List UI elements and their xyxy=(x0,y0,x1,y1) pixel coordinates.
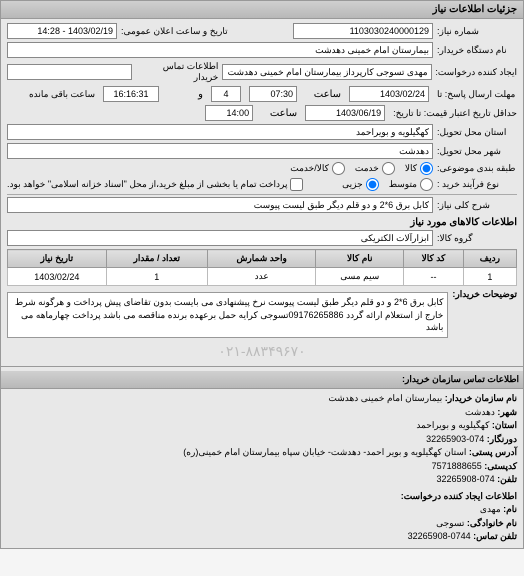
col-name: نام کالا xyxy=(316,250,404,268)
explain-box: کابل برق 6*2 و دو قلم دیگر طبق لیست پیوس… xyxy=(7,292,448,338)
proctype-radio-group: متوسط جزیی xyxy=(342,178,433,191)
phone-v: 0744-32265908 xyxy=(408,531,471,541)
watermark: ۰۲۱-۸۸۳۴۹۶۷۰ xyxy=(7,341,517,362)
post-k: کدپستی: xyxy=(484,461,517,471)
org-k: نام سازمان خریدار: xyxy=(445,393,517,403)
name-k: نام: xyxy=(503,504,517,514)
category-radio-both[interactable]: کالا/خدمت xyxy=(290,162,345,175)
deadline-days-field[interactable] xyxy=(211,86,241,102)
at-label-1: ساعت xyxy=(305,89,341,100)
category-radio-goods[interactable]: کالا xyxy=(405,162,433,175)
contactbuyer-field[interactable] xyxy=(7,64,132,80)
province-field[interactable] xyxy=(7,124,433,140)
city-k: شهر: xyxy=(497,407,517,417)
and-label: و xyxy=(167,89,203,100)
category-radio-service[interactable]: خدمت xyxy=(355,162,395,175)
subject-label: شرح کلی نیاز: xyxy=(437,200,517,211)
col-unit: واحد شمارش xyxy=(207,250,315,268)
col-row: ردیف xyxy=(463,250,516,268)
fax-k: دورنگار: xyxy=(487,434,517,444)
col-date: تاریخ نیاز xyxy=(8,250,107,268)
proctype-radio-medium[interactable]: متوسط xyxy=(389,178,433,191)
group-field[interactable] xyxy=(7,230,433,246)
deadline-time-field[interactable] xyxy=(249,86,297,102)
category-label: طبقه بندی موضوعی: xyxy=(437,163,517,174)
addr-k: آدرس پستی: xyxy=(469,447,517,457)
treasury-checkbox[interactable]: پرداخت تمام یا بخشی از مبلغ خرید،از محل … xyxy=(7,178,303,191)
validity-date-field[interactable] xyxy=(305,105,385,121)
deadline-date-field[interactable] xyxy=(349,86,429,102)
creator-field[interactable] xyxy=(222,64,431,80)
group-label: گروه کالا: xyxy=(437,233,517,244)
contactbuyer-label: اطلاعات تماس خریدار xyxy=(136,61,218,83)
prov-k: استان: xyxy=(492,420,517,430)
fax-v: 074-32265903 xyxy=(426,434,484,444)
table-header-row: ردیف کد کالا نام کالا واحد شمارش تعداد /… xyxy=(8,250,517,268)
proctype-label: نوع فرآیند خرید : xyxy=(437,179,517,190)
buyerorg-label: نام دستگاه خریدار: xyxy=(437,45,517,56)
city-v: دهدشت xyxy=(465,407,495,417)
form-body: شماره نیاز: تاریخ و ساعت اعلان عمومی: نا… xyxy=(1,19,523,366)
remain-suffix-label: ساعت باقی مانده xyxy=(29,89,95,100)
prov-v: کهگیلویه و بویراحمد xyxy=(416,420,489,430)
time-remaining-field xyxy=(103,86,159,102)
proctype-radio-minor[interactable]: جزیی xyxy=(342,178,379,191)
items-table: ردیف کد کالا نام کالا واحد شمارش تعداد /… xyxy=(7,249,517,286)
city-field[interactable] xyxy=(7,143,433,159)
reqno-field[interactable] xyxy=(293,23,433,39)
pubdate-label: تاریخ و ساعت اعلان عمومی: xyxy=(121,26,228,37)
province-label: استان محل تحویل: xyxy=(437,127,517,138)
col-qty: تعداد / مقدار xyxy=(106,250,207,268)
validity-label: حداقل تاریخ اعتبار قیمت: تا تاریخ: xyxy=(393,108,517,119)
buyerorg-field[interactable] xyxy=(7,42,433,58)
name-v: مهدی xyxy=(480,504,501,514)
phone-k: تلفن تماس: xyxy=(473,531,517,541)
pubdate-field[interactable] xyxy=(7,23,117,39)
details-panel: جزئیات اطلاعات نیاز شماره نیاز: تاریخ و … xyxy=(0,0,524,549)
category-radio-group: کالا خدمت کالا/خدمت xyxy=(290,162,433,175)
contact-header: اطلاعات تماس سازمان خریدار: xyxy=(1,371,523,390)
table-row[interactable]: 1 -- سیم مسی عدد 1 1403/02/24 xyxy=(8,268,517,286)
explain-label: توضیحات خریدار: xyxy=(452,289,517,300)
reqno-label: شماره نیاز: xyxy=(437,26,517,37)
validity-time-field[interactable] xyxy=(205,105,253,121)
deadline-label: مهلت ارسال پاسخ: تا xyxy=(437,89,517,100)
col-code: کد کالا xyxy=(404,250,464,268)
city-label: شهر محل تحویل: xyxy=(437,146,517,157)
post-v: 7571888655 xyxy=(432,461,482,471)
family-v: تسوجی xyxy=(436,518,464,528)
items-section-title: اطلاعات کالاهای مورد نیاز xyxy=(7,217,517,228)
panel-title: جزئیات اطلاعات نیاز xyxy=(1,1,523,19)
creator-label: ایجاد کننده درخواست: xyxy=(436,67,517,78)
at-label-2: ساعت xyxy=(261,108,297,119)
tel-v: 074-32265908 xyxy=(437,474,495,484)
addr-v: استان کهگیلویه و بویر احمد- دهدشت- خیابا… xyxy=(183,447,466,457)
family-k: نام خانوادگی: xyxy=(467,518,517,528)
contact-section: اطلاعات تماس سازمان خریدار: نام سازمان خ… xyxy=(1,366,523,548)
tel-k: تلفن: xyxy=(497,474,517,484)
org-v: بیمارستان امام خمینی دهدشت xyxy=(328,393,442,403)
subject-field[interactable] xyxy=(7,197,433,213)
creator-header: اطلاعات ایجاد کننده درخواست: xyxy=(7,490,517,504)
